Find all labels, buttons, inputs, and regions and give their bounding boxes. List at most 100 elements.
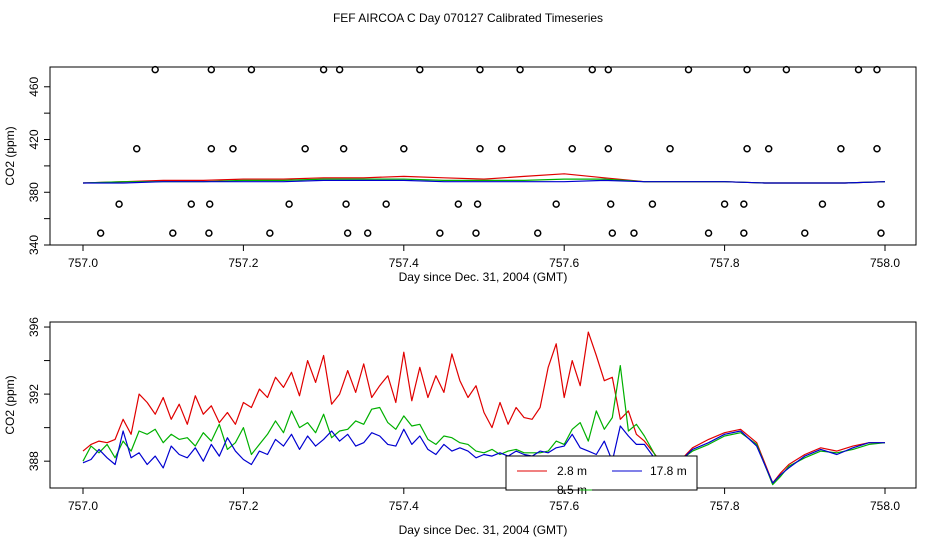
top-chart-marker [187, 200, 196, 208]
top-chart-series [82, 173, 886, 184]
top-chart-marker [343, 229, 352, 237]
top-chart: 757.0 757.2 757.4 757.6 757.8 758.0 340 380 420 4… [3, 65, 917, 284]
top-chart-marker [588, 65, 597, 74]
top-chart-marker [568, 144, 576, 153]
top-chart-marker [207, 65, 216, 74]
top-chart-marker [132, 144, 141, 153]
top-chart-marker [207, 144, 216, 153]
top-chart-marker [552, 200, 560, 208]
top-chart-marker [363, 229, 372, 237]
top-chart-marker [205, 200, 214, 208]
bottom-chart-series [82, 331, 886, 486]
top-chart-frame [49, 66, 917, 246]
top-chart-marker [516, 65, 524, 74]
top-chart-ytick-label: 340 [27, 235, 41, 255]
top-chart-ytick-label: 380 [27, 182, 41, 202]
top-chart-xtick-label: 758.0 [870, 256, 900, 270]
top-chart-marker [740, 200, 748, 208]
top-chart-marker [606, 200, 615, 208]
top-chart-xtick-label: 757.6 [549, 256, 579, 270]
top-chart-marker [436, 229, 444, 237]
top-chart-series-17-8-m [83, 179, 886, 184]
top-chart-marker [285, 200, 293, 208]
bottom-chart-xtick-label: 757.2 [228, 499, 258, 513]
top-chart-marker [342, 200, 350, 208]
bottom-chart-xtick-label: 757.8 [710, 499, 740, 513]
top-chart-ytick-label: 420 [27, 129, 41, 149]
top-chart-marker [630, 229, 638, 237]
top-chart-marker [319, 65, 328, 74]
top-chart-marker [684, 65, 693, 74]
bottom-chart-axes: 757.0 757.2 757.4 757.6 757.8 758.0 388 392 396 [27, 317, 900, 513]
top-chart-marker [873, 65, 881, 74]
top-chart-marker [472, 229, 480, 237]
bottom-chart-xtick-label: 758.0 [870, 499, 900, 513]
bottom-chart-series-17-8-m [82, 425, 885, 484]
top-chart-marker [877, 200, 885, 208]
top-chart-marker [247, 65, 256, 74]
top-chart-marker [96, 229, 105, 237]
legend-label-8-5m: 8.5 m [557, 483, 587, 497]
top-chart-marker [873, 144, 881, 153]
top-chart-marker [608, 229, 617, 237]
top-chart-marker [205, 229, 213, 237]
legend: 2.8 m 17.8 m 8.5 m [505, 455, 698, 497]
top-chart-ytick-label: 460 [27, 76, 41, 96]
top-chart-marker [720, 200, 729, 208]
top-chart-marker [801, 229, 809, 237]
bottom-chart: 757.0 757.2 757.4 757.6 757.8 758.0388392396 … [3, 317, 917, 537]
legend-label-17-8m: 17.8 m [650, 464, 687, 478]
bottom-chart-ytick-label: 388 [27, 451, 41, 471]
top-chart-marker [764, 144, 773, 153]
top-chart-xtick-label: 757.0 [68, 256, 98, 270]
top-chart-marker [740, 229, 748, 237]
top-chart-marker [648, 200, 657, 208]
top-chart-marker [335, 65, 344, 74]
top-chart-marker [476, 144, 484, 153]
top-chart-marker [400, 144, 408, 153]
top-chart-marker [604, 65, 613, 74]
top-chart-marker [115, 200, 123, 208]
top-chart-marker [416, 65, 424, 74]
legend-box [505, 455, 698, 491]
bottom-chart-xtick-label: 757.0 [68, 499, 98, 513]
top-chart-xtick-label: 757.4 [389, 256, 419, 270]
bottom-chart-xtick-label: 757.4 [389, 499, 419, 513]
top-chart-xtick-label: 757.8 [710, 256, 740, 270]
top-chart-marker [497, 144, 506, 153]
bottom-chart-series-8-5-m [82, 365, 886, 486]
top-chart-marker [266, 229, 274, 237]
legend-label-2-8m: 2.8 m [557, 464, 587, 478]
figure-title: FEF AIRCOA C Day 070127 Calibrated Times… [333, 11, 603, 25]
top-chart-ylabel: CO2 (ppm) [3, 126, 17, 185]
top-chart-markers [96, 65, 885, 237]
bottom-chart-ytick-label: 392 [27, 384, 41, 404]
top-chart-marker [818, 200, 827, 208]
top-chart-marker [151, 65, 159, 74]
top-chart-marker [476, 65, 484, 74]
top-chart-marker [473, 200, 482, 208]
top-chart-marker [854, 65, 863, 74]
top-chart-xlabel: Day since Dec. 31, 2004 (GMT) [399, 270, 568, 284]
top-chart-marker [743, 144, 751, 153]
bottom-chart-ylabel: CO2 (ppm) [3, 375, 17, 434]
top-chart-marker [454, 200, 463, 208]
top-chart-axes: 757.0 757.2 757.4 757.6 757.8 758.0 340 380 420 4… [27, 76, 900, 270]
top-chart-marker [604, 144, 613, 153]
top-chart-marker [533, 229, 542, 237]
top-chart-marker [169, 229, 177, 237]
top-chart-marker [782, 65, 791, 74]
top-chart-marker [704, 229, 713, 237]
top-chart-marker [877, 229, 885, 237]
top-chart-marker [837, 144, 845, 153]
top-chart-marker [301, 144, 309, 153]
top-chart-marker [743, 65, 751, 74]
bottom-chart-xtick-label: 757.6 [549, 499, 579, 513]
bottom-chart-ytick-label: 396 [27, 317, 41, 337]
top-chart-xtick-label: 757.2 [228, 256, 258, 270]
bottom-chart-xlabel: Day since Dec. 31, 2004 (GMT) [399, 523, 568, 537]
top-chart-marker [229, 144, 237, 153]
top-chart-marker [339, 144, 348, 153]
top-chart-marker [382, 200, 390, 208]
